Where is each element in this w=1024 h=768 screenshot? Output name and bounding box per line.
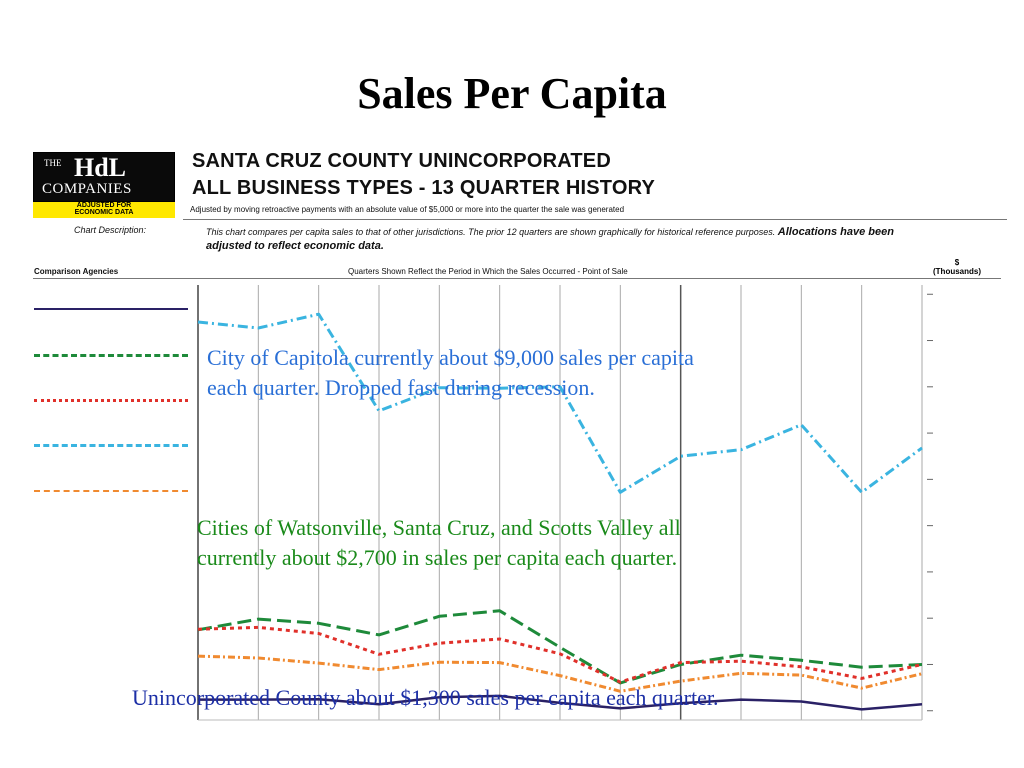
description-bold: Allocations have been adjusted to reflec… [206, 226, 894, 252]
annotation-capitola-line1: City of Capitola currently about $9,000 … [207, 345, 694, 370]
y-unit-symbol: $ [954, 258, 960, 267]
legend-line-scotts-valley [34, 354, 188, 357]
legend-item-scotts-valley [34, 345, 188, 358]
annotation-cities-line2: currently about $2,700 in sales per capi… [197, 545, 678, 570]
series-line-santa-cruz-county-unincorporated [198, 694, 923, 711]
legend-item-watsonville [34, 482, 188, 493]
annotation-county: Unincorporated County about $1,300 sales… [132, 685, 719, 710]
description: This chart compares per capita sales to … [206, 225, 926, 253]
legend-line-capitola [34, 444, 188, 447]
logo-companies: COMPANIES [42, 181, 132, 197]
section-rule [33, 278, 1001, 279]
slide-title: Sales Per Capita [357, 69, 667, 118]
y-unit-label: (Thousands) [933, 267, 981, 276]
description-label: Chart Description: [74, 225, 147, 235]
annotation-capitola: City of Capitola currently about $9,000 … [207, 343, 694, 403]
comparison-header: Comparison Agencies [34, 267, 119, 276]
logo-the: THE [44, 158, 62, 168]
annotation-capitola-line2: each quarter. Dropped fast during recess… [207, 375, 595, 400]
series-line-santa-cruz [197, 625, 923, 684]
logo-adjusted-badge: ADJUSTED FOR ECONOMIC DATA [33, 202, 175, 218]
legend-line-county [34, 308, 188, 310]
report-note: Adjusted by moving retroactive payments … [190, 205, 625, 214]
report-title-line1: SANTA CRUZ COUNTY UNINCORPORATED [192, 150, 611, 172]
legend-item-santa-cruz [34, 391, 188, 403]
legend-item-capitola [34, 436, 188, 448]
hdl-logo: THE HdL COMPANIES ADJUSTED FOR ECONOMIC … [33, 152, 175, 218]
series-line-watsonville [197, 654, 923, 693]
description-text: This chart compares per capita sales to … [206, 227, 776, 237]
legend-line-santa-cruz [34, 399, 188, 402]
series-line-scotts-valley [197, 609, 923, 685]
legend-line-watsonville [34, 490, 188, 492]
quarters-header: Quarters Shown Reflect the Period in Whi… [348, 267, 628, 276]
logo-black-panel: THE HdL COMPANIES [33, 152, 175, 202]
header-rule [183, 219, 1007, 220]
report-title-line2: ALL BUSINESS TYPES - 13 QUARTER HISTORY [192, 177, 656, 199]
badge-line1: ADJUSTED FOR [76, 202, 132, 209]
badge-line2: ECONOMIC DATA [74, 209, 134, 216]
series-line-capitola [197, 312, 923, 494]
annotation-cities: Cities of Watsonville, Santa Cruz, and S… [197, 513, 681, 573]
y-unit: $ (Thousands) [933, 258, 981, 276]
legend-item-county [34, 298, 188, 311]
annotation-cities-line1: Cities of Watsonville, Santa Cruz, and S… [197, 515, 681, 540]
logo-hdl: HdL [74, 153, 127, 182]
